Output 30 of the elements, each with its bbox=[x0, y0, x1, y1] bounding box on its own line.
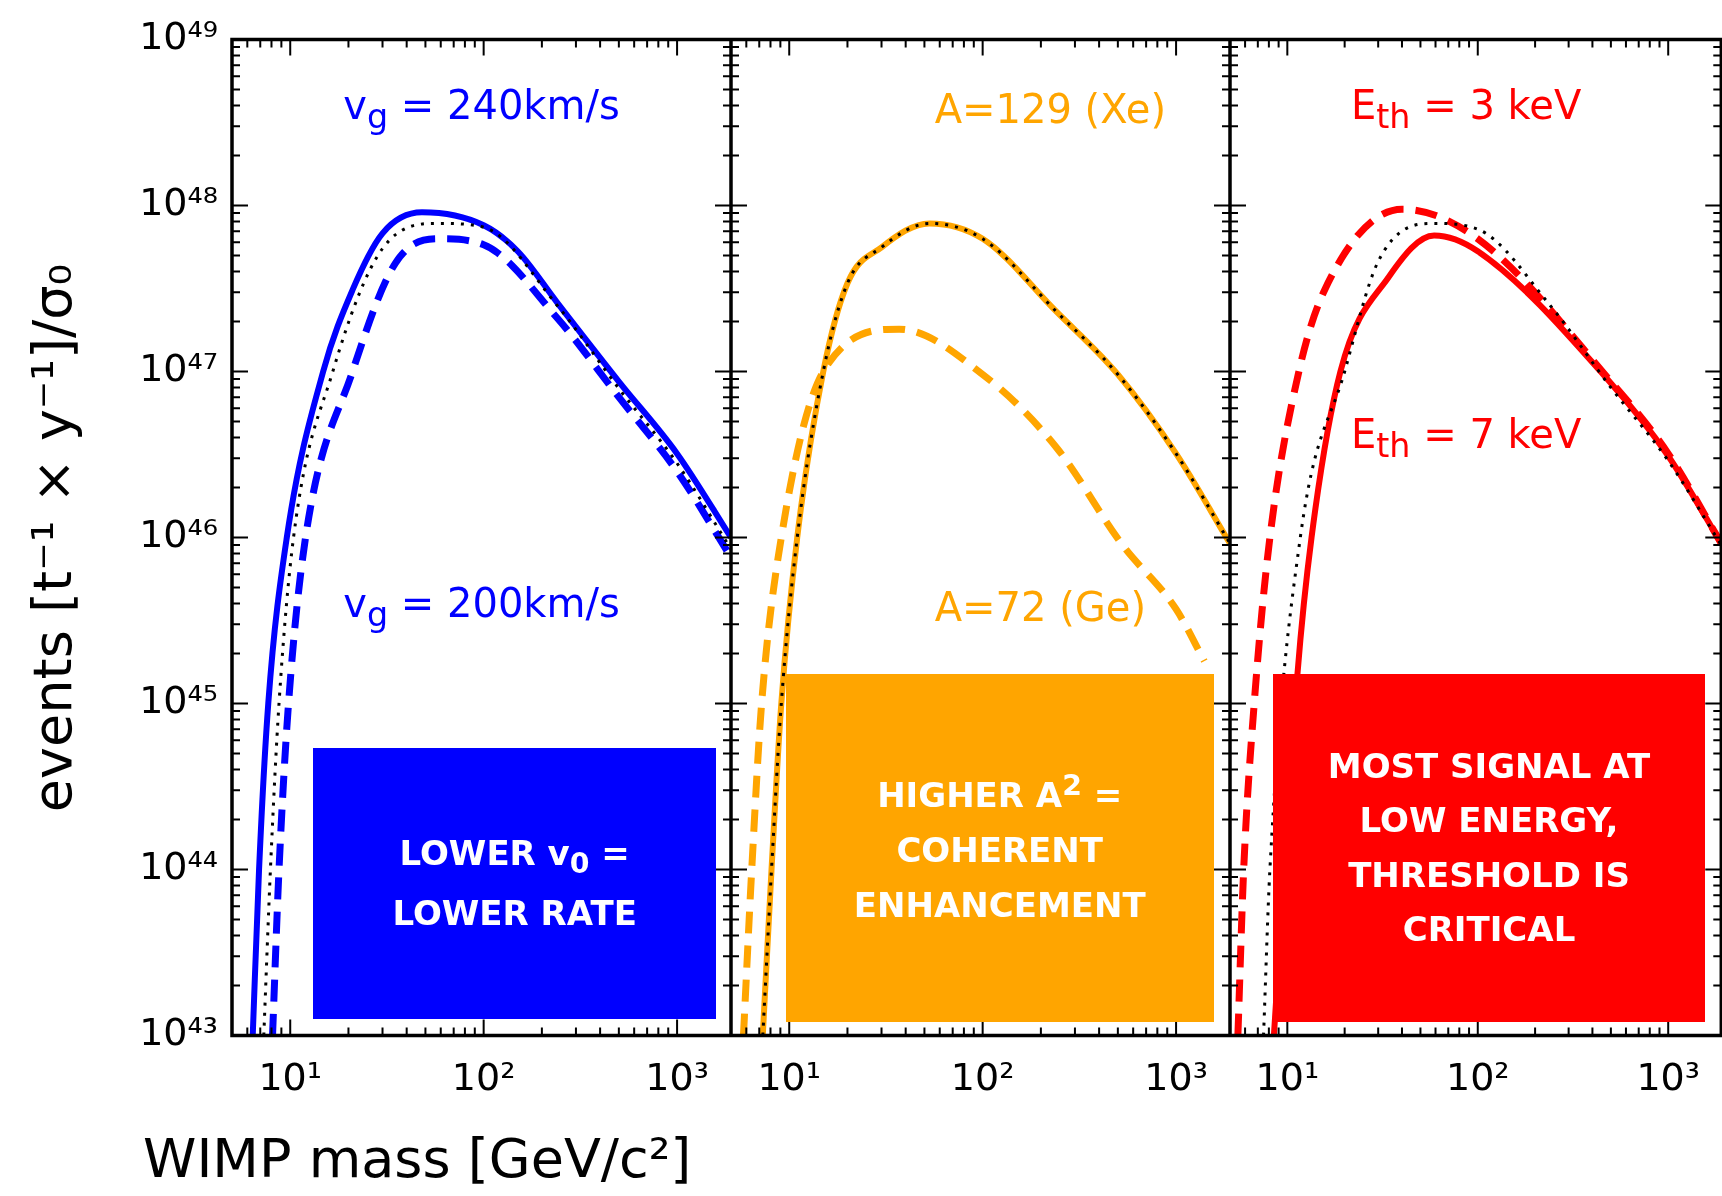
callout-box: MOST SIGNAL AT LOW ENERGY, THRESHOLD IS CRITICAL bbox=[1273, 673, 1705, 1022]
x-tick-label: 10³ bbox=[1636, 1055, 1700, 1100]
x-tick-label: 10¹ bbox=[258, 1055, 323, 1100]
y-tick-label: 10⁴⁹ bbox=[139, 14, 218, 59]
y-tick-label: 10⁴⁷ bbox=[139, 346, 218, 391]
annotation: HIGHER A$^{2}$ = COHERENT ENHANCEMENT bbox=[852, 768, 1147, 927]
y-tick-label: 10⁴⁴ bbox=[139, 844, 218, 889]
x-tick-label: 10¹ bbox=[1255, 1055, 1320, 1100]
series-label: E$_{th}$ = 7 keV bbox=[1351, 410, 1582, 465]
x-tick-label: 10² bbox=[1445, 1055, 1510, 1100]
x-tick-label: 10² bbox=[950, 1055, 1015, 1100]
x-tick-label: 10³ bbox=[1144, 1055, 1208, 1100]
y-tick-label: 10⁴⁵ bbox=[139, 678, 218, 723]
y-tick-label: 10⁴⁸ bbox=[139, 180, 218, 225]
text: v$_{g}$ = 240km/s bbox=[343, 82, 620, 137]
callout-box: HIGHER A$^{2}$ = COHERENT ENHANCEMENT bbox=[785, 673, 1214, 1022]
y-tick-label: 10⁴³ bbox=[139, 1010, 218, 1055]
annotation: LOWER v$_{0}$ = LOWER RATE bbox=[391, 831, 638, 935]
text: A=129 (Xe) bbox=[934, 86, 1167, 133]
text: E$_{th}$ = 3 keV bbox=[1351, 82, 1582, 137]
x-axis-title: WIMP mass [GeV/c²] bbox=[143, 1126, 692, 1190]
y-axis-title: events [t⁻¹ × y⁻¹]/σ₀ bbox=[20, 263, 84, 812]
x-tick-label: 10¹ bbox=[757, 1055, 822, 1100]
series-label: A=72 (Ge) bbox=[934, 584, 1147, 631]
y-tick-label: 10⁴⁶ bbox=[139, 512, 218, 557]
series-label: v$_{g}$ = 200km/s bbox=[343, 580, 620, 635]
x-tick-label: 10² bbox=[451, 1055, 516, 1100]
x-tick-label: 10³ bbox=[645, 1055, 709, 1100]
callout-box: LOWER v$_{0}$ = LOWER RATE bbox=[313, 747, 716, 1019]
annotation: MOST SIGNAL AT LOW ENERGY, THRESHOLD IS CRITICAL bbox=[1326, 744, 1652, 952]
